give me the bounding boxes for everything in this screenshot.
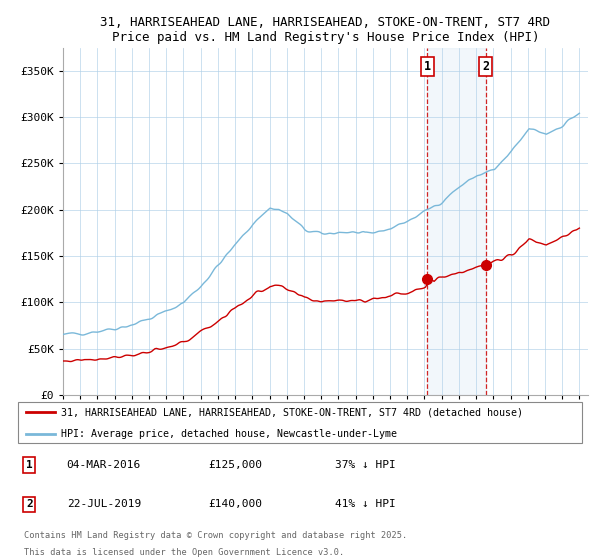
Text: 41% ↓ HPI: 41% ↓ HPI — [335, 500, 395, 510]
FancyBboxPatch shape — [18, 402, 582, 444]
Text: 22-JUL-2019: 22-JUL-2019 — [67, 500, 141, 510]
Title: 31, HARRISEAHEAD LANE, HARRISEAHEAD, STOKE-ON-TRENT, ST7 4RD
Price paid vs. HM L: 31, HARRISEAHEAD LANE, HARRISEAHEAD, STO… — [101, 16, 551, 44]
Text: HPI: Average price, detached house, Newcastle-under-Lyme: HPI: Average price, detached house, Newc… — [61, 428, 397, 438]
Text: This data is licensed under the Open Government Licence v3.0.: This data is licensed under the Open Gov… — [23, 548, 344, 557]
Text: 31, HARRISEAHEAD LANE, HARRISEAHEAD, STOKE-ON-TRENT, ST7 4RD (detached house): 31, HARRISEAHEAD LANE, HARRISEAHEAD, STO… — [61, 407, 523, 417]
Text: 1: 1 — [424, 59, 431, 73]
Text: £125,000: £125,000 — [208, 460, 262, 470]
Text: 37% ↓ HPI: 37% ↓ HPI — [335, 460, 395, 470]
Text: £140,000: £140,000 — [208, 500, 262, 510]
Bar — [427, 48, 485, 395]
Text: 1: 1 — [26, 460, 32, 470]
Text: Contains HM Land Registry data © Crown copyright and database right 2025.: Contains HM Land Registry data © Crown c… — [23, 531, 407, 540]
Text: 2: 2 — [26, 500, 32, 510]
Text: 04-MAR-2016: 04-MAR-2016 — [67, 460, 141, 470]
Text: 2: 2 — [482, 59, 489, 73]
